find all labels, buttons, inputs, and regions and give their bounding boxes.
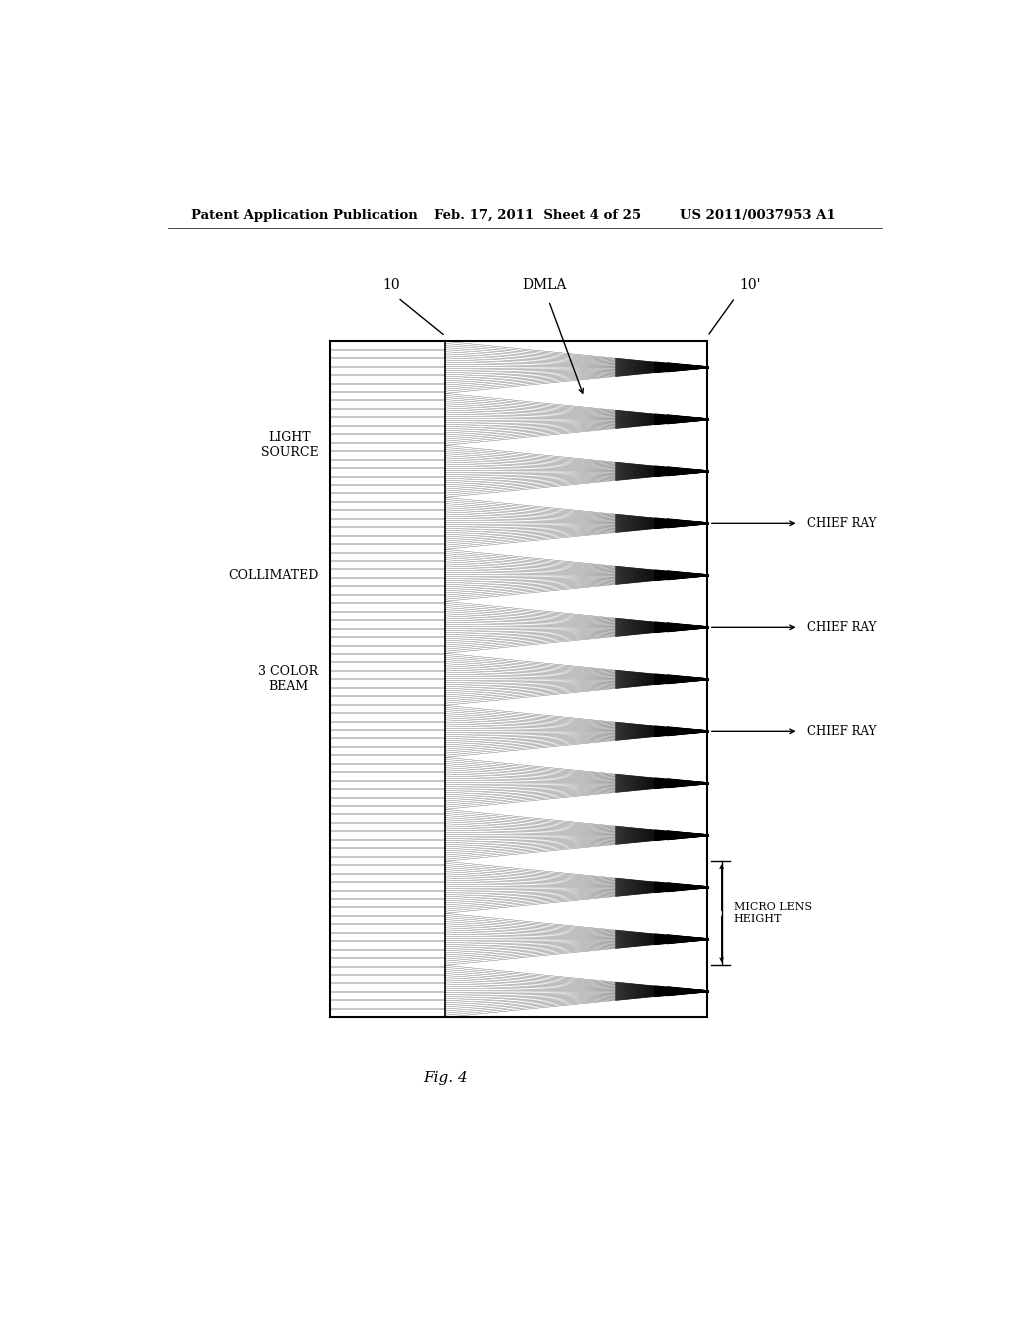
Text: Feb. 17, 2011  Sheet 4 of 25: Feb. 17, 2011 Sheet 4 of 25	[433, 209, 641, 222]
Polygon shape	[655, 362, 708, 372]
Text: MICRO LENS
HEIGHT: MICRO LENS HEIGHT	[733, 903, 812, 924]
Text: Fig. 4: Fig. 4	[423, 1072, 468, 1085]
Polygon shape	[655, 622, 708, 632]
Text: Patent Application Publication: Patent Application Publication	[191, 209, 418, 222]
Text: 3 COLOR
BEAM: 3 COLOR BEAM	[258, 665, 318, 693]
Polygon shape	[655, 882, 708, 892]
Text: CHIEF RAY: CHIEF RAY	[807, 620, 876, 634]
Text: 10: 10	[382, 279, 399, 293]
Polygon shape	[655, 675, 708, 685]
Polygon shape	[655, 935, 708, 945]
Polygon shape	[655, 570, 708, 581]
Polygon shape	[655, 726, 708, 737]
Text: CHIEF RAY: CHIEF RAY	[807, 517, 876, 529]
Polygon shape	[655, 986, 708, 997]
Polygon shape	[655, 777, 708, 788]
Polygon shape	[655, 519, 708, 528]
Polygon shape	[655, 830, 708, 841]
Text: CHIEF RAY: CHIEF RAY	[807, 725, 876, 738]
Text: COLLIMATED: COLLIMATED	[228, 569, 318, 582]
Polygon shape	[655, 466, 708, 477]
Text: 10': 10'	[739, 279, 761, 293]
Text: LIGHT
SOURCE: LIGHT SOURCE	[261, 432, 318, 459]
Polygon shape	[655, 414, 708, 425]
Text: DMLA: DMLA	[522, 279, 567, 293]
Text: US 2011/0037953 A1: US 2011/0037953 A1	[680, 209, 836, 222]
